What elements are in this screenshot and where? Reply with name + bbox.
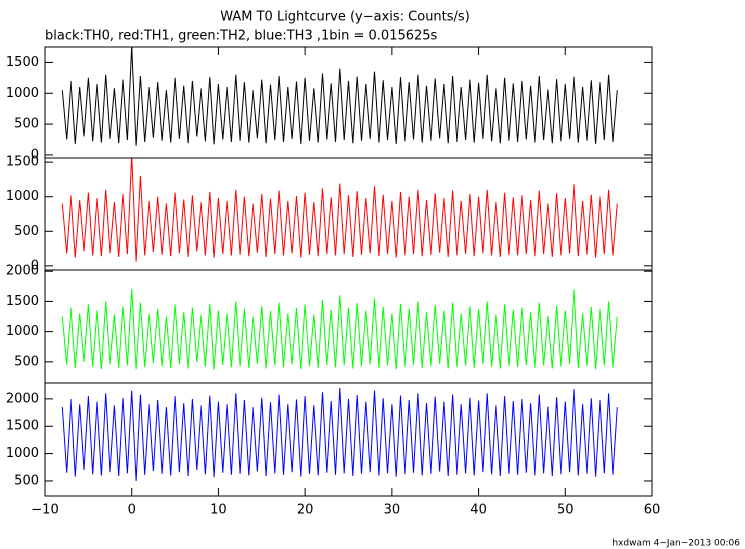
x-tick-label: −10: [31, 503, 58, 518]
y-tick-label: 1500: [6, 419, 39, 434]
lightcurve: [61, 289, 618, 370]
x-tick-label: 10: [210, 503, 227, 518]
lightcurve: [61, 387, 618, 482]
x-tick-label: 30: [384, 503, 401, 518]
x-tick-label: 50: [557, 503, 574, 518]
y-tick-label: 1000: [6, 324, 39, 339]
x-tick-label: 40: [470, 503, 487, 518]
chart-title: WAM T0 Lightcurve (y−axis: Counts/s): [220, 10, 470, 25]
footer: hxdwam 4−Jan−2013 00:06: [612, 539, 740, 549]
y-tick-label: 0: [31, 258, 39, 273]
y-tick-label: 1000: [6, 189, 39, 204]
x-tick-label: 20: [297, 503, 314, 518]
y-tick-label: 1500: [6, 294, 39, 309]
y-tick-label: 1000: [6, 446, 39, 461]
y-tick-label: 500: [14, 354, 39, 369]
y-tick-label: 500: [14, 224, 39, 239]
y-tick-label: 2000: [6, 391, 39, 406]
y-tick-label: 500: [14, 117, 39, 132]
chart-subtitle: black:TH0, red:TH1, green:TH2, blue:TH3 …: [45, 29, 438, 44]
y-tick-label: 1000: [6, 86, 39, 101]
x-tick-label: 0: [128, 503, 136, 518]
y-tick-label: 1500: [6, 155, 39, 170]
y-tick-label: 2000: [6, 264, 39, 279]
y-tick-label: 0: [31, 147, 39, 162]
y-tick-label: 1500: [6, 55, 39, 70]
lightcurve: [61, 158, 618, 262]
panel-frame: [44, 382, 653, 497]
lightcurve: [61, 47, 618, 146]
x-tick-label: 60: [644, 503, 661, 518]
y-tick-label: 500: [14, 473, 39, 488]
